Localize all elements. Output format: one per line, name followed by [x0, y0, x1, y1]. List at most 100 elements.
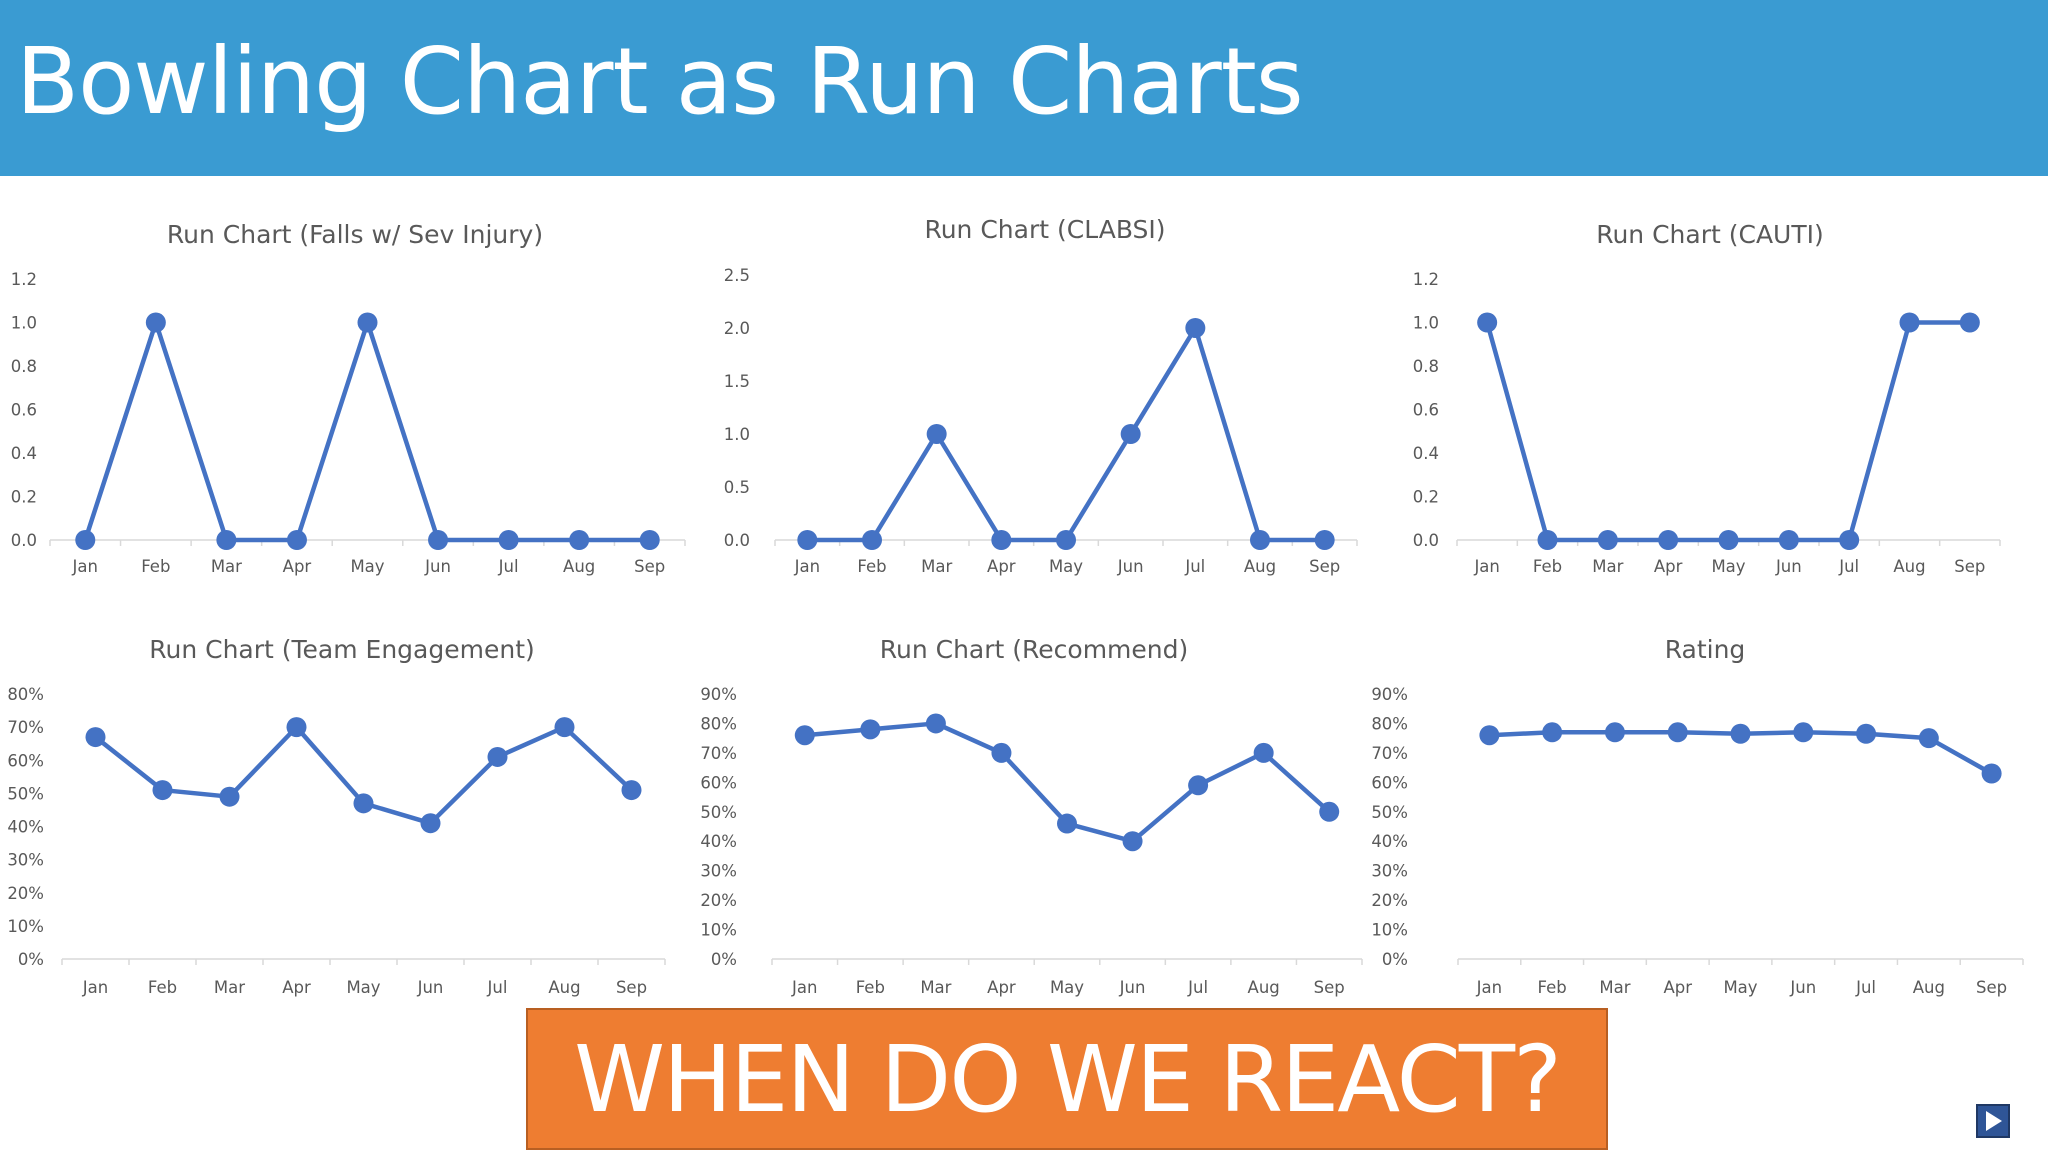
data-point — [1597, 530, 1618, 550]
y-tick-label: 60% — [1371, 773, 1408, 792]
x-tick-label: Aug — [1893, 557, 1925, 576]
data-point — [428, 530, 449, 550]
data-point — [991, 530, 1012, 550]
data-point — [1185, 318, 1206, 338]
y-tick-label: 40% — [7, 818, 44, 837]
x-tick-label: Sep — [1954, 557, 1985, 576]
data-point — [420, 813, 441, 834]
y-tick-label: 80% — [700, 714, 737, 733]
x-tick-label: Jan — [72, 557, 98, 576]
y-tick-label: 1.5 — [724, 372, 750, 391]
data-point — [794, 725, 815, 746]
chart-title: Run Chart (CLABSI) — [924, 215, 1165, 244]
y-tick-label: 0.4 — [11, 444, 37, 463]
x-tick-label: May — [1723, 978, 1757, 997]
chart-falls-sev-injury: Run Chart (Falls w/ Sev Injury) 0.0 0.2 0.4… — [11, 220, 686, 576]
y-tick-label: 0.4 — [1413, 444, 1439, 463]
chart-team-engagement: Run Chart (Team Engagement) 0% 10% 20% 30% 40… — [7, 635, 666, 997]
data-point — [498, 530, 519, 550]
y-tick-label: 0% — [1382, 950, 1408, 969]
data-point — [569, 530, 590, 550]
data-point — [1778, 530, 1799, 550]
x-tick-label: Aug — [1913, 978, 1945, 997]
x-tick-label: Aug — [1248, 978, 1280, 997]
y-tick-label: 20% — [1371, 891, 1408, 910]
data-point — [1319, 801, 1340, 822]
y-tick-label: 0.0 — [724, 531, 750, 550]
y-tick-label: 70% — [7, 718, 44, 737]
data-point — [621, 780, 642, 801]
x-tick-label: Aug — [1244, 557, 1276, 576]
y-tick-label: 70% — [700, 744, 737, 763]
x-tick-label: Sep — [616, 978, 647, 997]
x-tick-label: Jul — [1838, 557, 1859, 576]
x-tick-label: May — [1049, 557, 1083, 576]
y-tick-label: 0.8 — [1413, 357, 1439, 376]
y-tick-label: 10% — [7, 917, 44, 936]
x-tick-label: Sep — [634, 557, 665, 576]
x-tick-label: Jul — [1184, 557, 1205, 576]
y-tick-label: 90% — [700, 685, 737, 704]
data-point — [554, 717, 575, 738]
data-point — [1959, 312, 1980, 333]
data-point — [1839, 530, 1860, 550]
y-tick-label: 30% — [7, 851, 44, 870]
x-tick-label: Mar — [1599, 978, 1630, 997]
data-point — [797, 530, 818, 550]
chart-clabsi: Run Chart (CLABSI) 0.0 0.5 1.0 1.5 2.0 2.5 Jan F… — [724, 215, 1358, 576]
y-tick-label: 1.0 — [1413, 314, 1439, 333]
x-tick-label: Sep — [1976, 978, 2007, 997]
data-point — [1253, 742, 1274, 763]
data-point — [1542, 722, 1563, 743]
data-point — [1856, 723, 1877, 744]
data-point — [1056, 530, 1076, 550]
play-next-icon — [1986, 1111, 2002, 1131]
y-tick-label: 0% — [711, 950, 737, 969]
data-point — [1899, 312, 1920, 333]
data-point — [1667, 722, 1688, 743]
chart-rating: Rating 0% 10% 20% 30% 40% 50% 60% 70% 80% 90% Jan Fe… — [1371, 635, 2024, 997]
y-tick-label: 0.2 — [11, 488, 37, 507]
x-tick-label: Jan — [1476, 978, 1502, 997]
x-tick-label: Sep — [1314, 978, 1345, 997]
chart-title: Run Chart (Recommend) — [880, 635, 1189, 664]
data-point — [1658, 530, 1679, 550]
x-tick-label: Mar — [211, 557, 242, 576]
x-tick-label: May — [1711, 557, 1745, 576]
series-line — [83, 320, 650, 543]
data-point — [1730, 723, 1751, 744]
next-slide-button[interactable] — [1976, 1104, 2010, 1138]
react-callout: WHEN DO WE REACT? — [526, 1008, 1608, 1150]
data-point — [1120, 424, 1141, 444]
series-line — [1484, 320, 1970, 543]
x-tick-label: Jun — [1775, 557, 1802, 576]
x-tick-label: Feb — [1533, 557, 1562, 576]
x-tick-label: Feb — [148, 978, 177, 997]
y-tick-label: 20% — [700, 891, 737, 910]
x-tick-label: Feb — [141, 557, 170, 576]
data-point — [487, 746, 508, 767]
data-point — [85, 727, 106, 748]
x-tick-label: Jan — [82, 978, 108, 997]
data-point — [1188, 775, 1209, 796]
y-tick-label: 0.2 — [1413, 488, 1439, 507]
chart-recommend: Run Chart (Recommend) 0% 10% 20% 30% 40% 50% 60… — [700, 635, 1363, 997]
y-tick-label: 1.2 — [11, 270, 37, 289]
data-point — [286, 530, 307, 550]
chart-title: Rating — [1665, 635, 1746, 664]
y-tick-label: 60% — [7, 751, 44, 770]
series-line — [807, 325, 1325, 543]
data-point — [1314, 530, 1335, 550]
y-tick-label: 1.2 — [1413, 270, 1439, 289]
react-callout-text: WHEN DO WE REACT? — [574, 1025, 1562, 1133]
x-tick-label: Jan — [1473, 557, 1499, 576]
x-tick-label: Mar — [1592, 557, 1623, 576]
x-tick-label: May — [1050, 978, 1084, 997]
x-tick-label: Apr — [282, 978, 311, 997]
x-tick-label: Aug — [548, 978, 580, 997]
data-point — [1918, 728, 1939, 749]
x-tick-label: Apr — [283, 557, 312, 576]
data-point — [991, 742, 1012, 763]
y-tick-label: 0% — [18, 950, 44, 969]
data-point — [1537, 530, 1558, 550]
